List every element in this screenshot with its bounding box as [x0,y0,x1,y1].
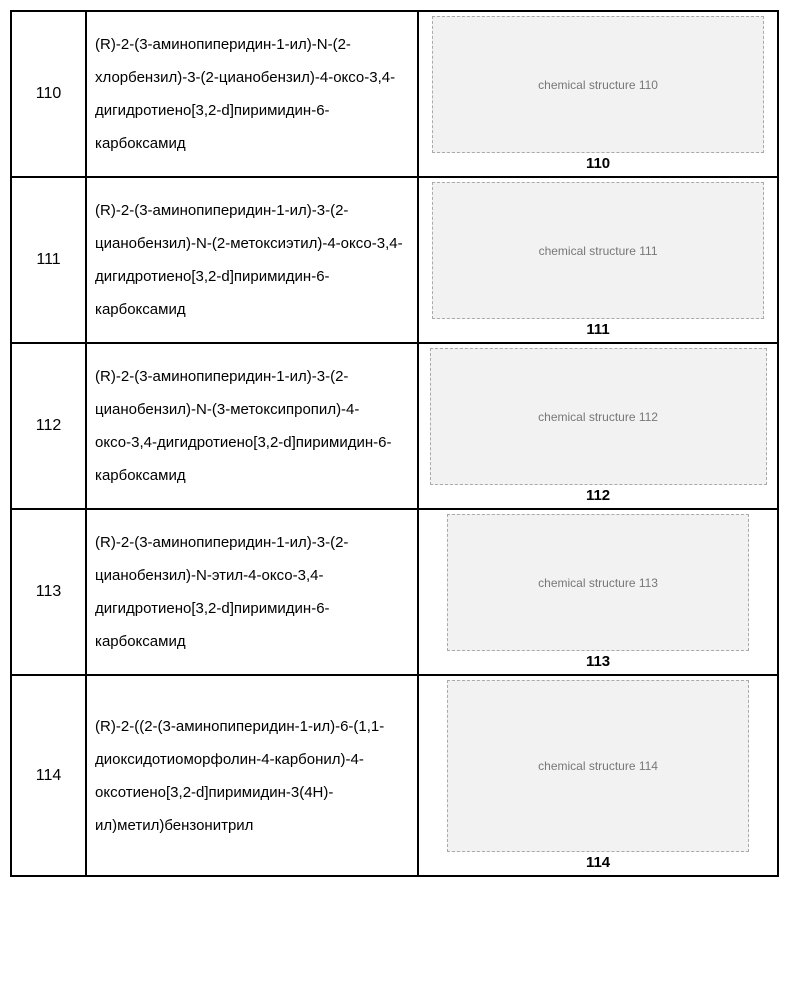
structure-image: chemical structure 114 [447,680,749,852]
table-row: 111 (R)-2-(3-аминопиперидин-1-ил)-3-(2-ц… [11,177,778,343]
table-body: 110 (R)-2-(3-аминопиперидин-1-ил)-N-(2-х… [11,11,778,876]
structure-label: 111 [423,321,773,338]
structure-label: 113 [423,653,773,670]
compound-number: 113 [11,509,86,675]
structure-image: chemical structure 111 [432,182,764,319]
structure-cell: chemical structure 113 113 [418,509,778,675]
structure-label: 114 [423,854,773,871]
compound-name: (R)-2-(3-аминопиперидин-1-ил)-3-(2-циано… [86,509,418,675]
structure-cell: chemical structure 114 114 [418,675,778,876]
structure-cell: chemical structure 111 111 [418,177,778,343]
compound-number: 114 [11,675,86,876]
compound-name: (R)-2-(3-аминопиперидин-1-ил)-3-(2-циано… [86,177,418,343]
structure-image: chemical structure 113 [447,514,749,651]
compound-name: (R)-2-(3-аминопиперидин-1-ил)-3-(2-циано… [86,343,418,509]
compound-number: 112 [11,343,86,509]
compound-table: 110 (R)-2-(3-аминопиперидин-1-ил)-N-(2-х… [10,10,779,877]
table-row: 110 (R)-2-(3-аминопиперидин-1-ил)-N-(2-х… [11,11,778,177]
structure-label: 112 [423,487,773,504]
structure-label: 110 [423,155,773,172]
table-row: 112 (R)-2-(3-аминопиперидин-1-ил)-3-(2-ц… [11,343,778,509]
structure-image: chemical structure 110 [432,16,764,153]
compound-number: 110 [11,11,86,177]
table-row: 114 (R)-2-((2-(3-аминопиперидин-1-ил)-6-… [11,675,778,876]
structure-image: chemical structure 112 [430,348,767,485]
compound-name: (R)-2-((2-(3-аминопиперидин-1-ил)-6-(1,1… [86,675,418,876]
table-row: 113 (R)-2-(3-аминопиперидин-1-ил)-3-(2-ц… [11,509,778,675]
structure-cell: chemical structure 110 110 [418,11,778,177]
structure-cell: chemical structure 112 112 [418,343,778,509]
compound-name: (R)-2-(3-аминопиперидин-1-ил)-N-(2-хлорб… [86,11,418,177]
compound-number: 111 [11,177,86,343]
